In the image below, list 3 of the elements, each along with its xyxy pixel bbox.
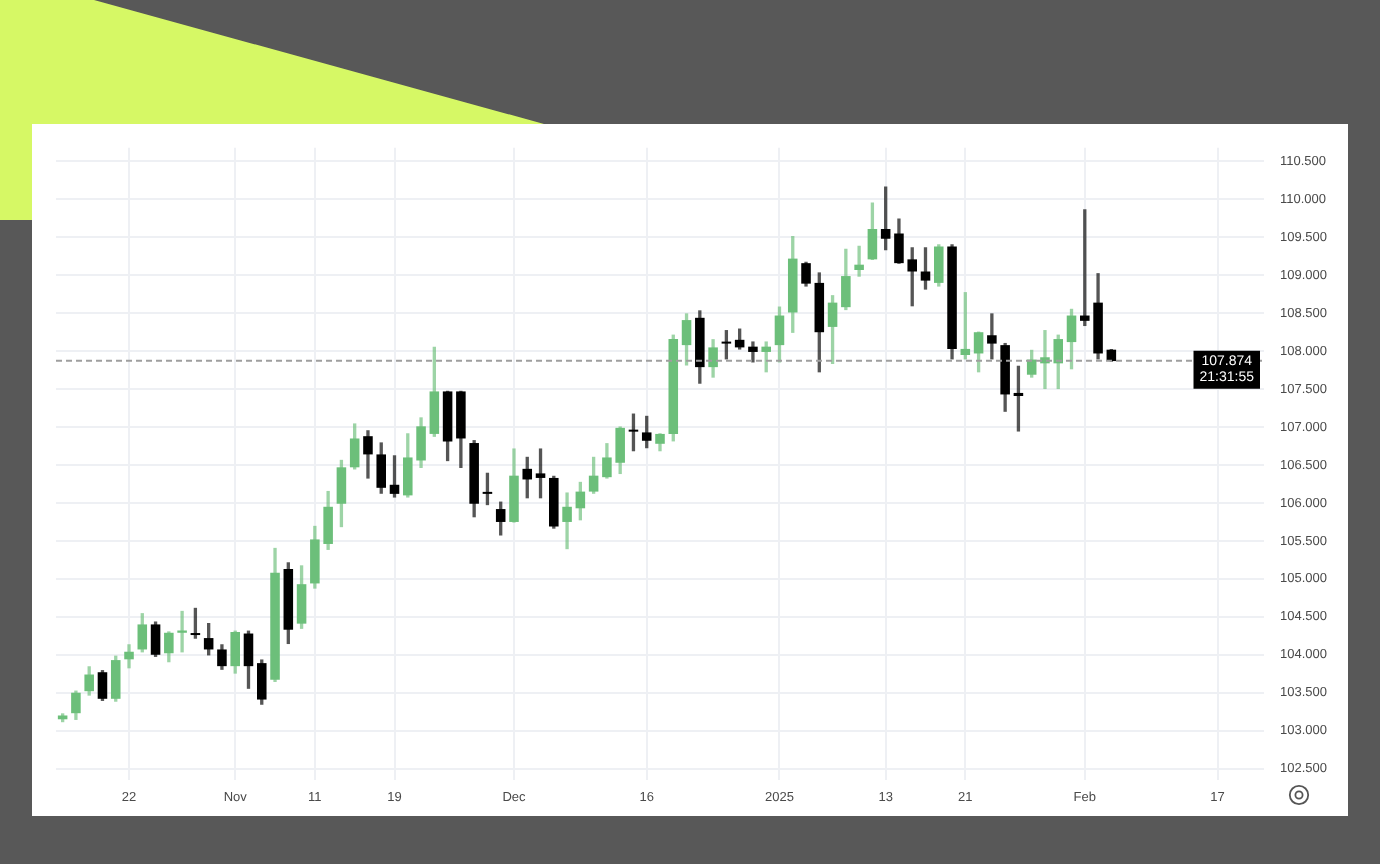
candlestick xyxy=(177,610,187,653)
candlestick xyxy=(854,245,864,277)
candlestick xyxy=(987,313,997,360)
